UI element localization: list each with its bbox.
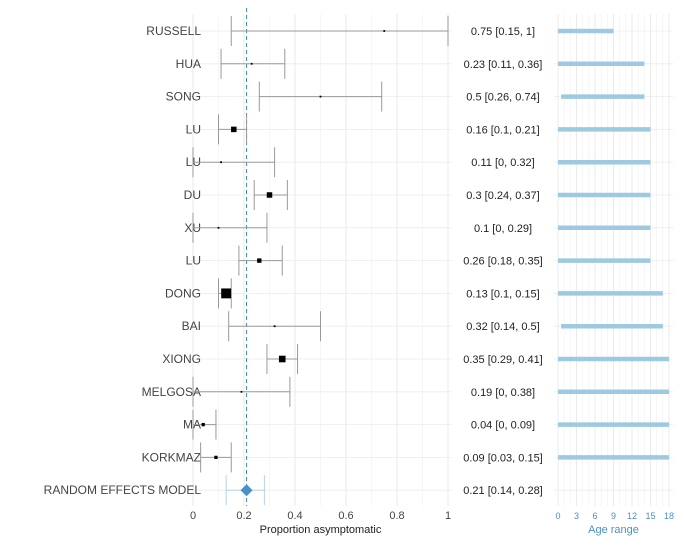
study-name-label: KORKMAZ: [142, 450, 201, 464]
study-name-label: MA: [183, 418, 201, 432]
age-axis-ticks: 0 3 6 9 12 15 18: [555, 511, 674, 521]
point-estimate: [278, 355, 286, 363]
estimate-ci-label: 0.13 [0.1, 0.15]: [466, 288, 539, 300]
estimate-ci-label: 0.5 [0.26, 0.74]: [466, 92, 539, 104]
x-tick-label: 0: [190, 510, 196, 522]
point-estimate: [217, 226, 220, 229]
point-estimate: [383, 30, 386, 32]
study-name-label: SONG: [166, 90, 201, 104]
study-row: LU 0.16 [0.1, 0.21]: [186, 114, 651, 145]
age-axis-title: Age range: [588, 524, 639, 536]
point-estimate: [266, 192, 273, 198]
age-tick-label: 0: [555, 511, 560, 521]
study-row: MELGOSA 0.19 [0, 0.38]: [142, 376, 669, 407]
study-name-label: XIONG: [162, 352, 201, 366]
study-name-label: LU: [186, 254, 201, 268]
study-row: LU0.11 [0, 0.32]: [186, 147, 651, 178]
summary-diamond: [240, 484, 253, 497]
x-tick-label: 0.6: [338, 510, 353, 522]
estimate-ci-label: 0.16 [0.1, 0.21]: [466, 124, 539, 136]
study-rows: RUSSELL 0.75 [0.15, 1] HUA 0.23 [0.11, 0.36…: [142, 16, 669, 473]
point-estimate: [250, 62, 253, 65]
study-row: LU 0.26 [0.18, 0.35]: [186, 245, 651, 276]
estimate-ci-label: 0.35 [0.29, 0.41]: [463, 354, 543, 366]
point-estimate: [220, 161, 222, 164]
estimate-ci-label: 0.19 [0, 0.38]: [471, 387, 535, 399]
point-estimate: [319, 95, 322, 98]
x-tick-label: 1: [445, 510, 451, 522]
study-name-label: RUSSELL: [146, 24, 201, 38]
estimate-ci-label: 0.75 [0.15, 1]: [471, 26, 535, 38]
study-name-label: BAI: [182, 319, 201, 333]
estimate-ci-label: 0.09 [0.03, 0.15]: [463, 452, 543, 464]
study-row: DONG 0.13 [0.1, 0.15]: [165, 278, 663, 309]
x-tick-label: 0.8: [389, 510, 404, 522]
estimate-ci-label: 0.26 [0.18, 0.35]: [463, 256, 543, 268]
study-name-label: MELGOSA: [142, 385, 201, 399]
x-tick-label: 0.4: [287, 510, 302, 522]
estimate-ci-label: 0.1 [0, 0.29]: [474, 223, 532, 235]
age-tick-label: 3: [574, 511, 579, 521]
age-tick-label: 9: [611, 511, 616, 521]
study-row: BAI 0.32 [0.14, 0.5]: [182, 311, 663, 342]
study-name-label: LU: [186, 122, 201, 136]
study-row: KORKMAZ 0.09 [0.03, 0.15]: [142, 442, 669, 473]
study-row: XIONG 0.35 [0.29, 0.41]: [162, 344, 669, 374]
summary-estimate-label: 0.21 [0.14, 0.28]: [463, 485, 543, 497]
study-row: HUA 0.23 [0.11, 0.36]: [176, 48, 645, 79]
x-axis-ticks: 0 0.2 0.4 0.6 0.8 1: [190, 510, 451, 522]
point-estimate: [221, 288, 232, 299]
age-tick-label: 15: [645, 511, 655, 521]
age-tick-label: 18: [664, 511, 674, 521]
study-row: XU0.1 [0, 0.29]: [184, 212, 651, 243]
gridlines: [189, 14, 452, 506]
age-tick-label: 12: [627, 511, 637, 521]
x-axis-title: Proportion asymptomatic: [260, 524, 382, 536]
study-name-label: DONG: [165, 286, 201, 300]
x-tick-label: 0.2: [236, 510, 251, 522]
point-estimate: [273, 325, 276, 328]
summary-name-label: RANDOM EFFECTS MODEL: [44, 483, 202, 497]
study-row: MA 0.04 [0, 0.09]: [183, 409, 669, 440]
point-estimate: [201, 422, 205, 427]
point-estimate: [240, 390, 243, 393]
study-row: RUSSELL 0.75 [0.15, 1]: [146, 16, 614, 46]
estimate-ci-label: 0.04 [0, 0.09]: [471, 420, 535, 432]
estimate-ci-label: 0.32 [0.14, 0.5]: [466, 321, 539, 333]
study-name-label: HUA: [176, 57, 201, 71]
estimate-ci-label: 0.11 [0, 0.32]: [471, 157, 534, 169]
point-estimate: [231, 126, 237, 133]
point-estimate: [214, 455, 218, 460]
age-tick-label: 6: [592, 511, 597, 521]
study-row: SONG 0.5 [0.26, 0.74]: [166, 81, 645, 112]
study-name-label: DU: [184, 188, 201, 202]
estimate-ci-label: 0.23 [0.11, 0.36]: [464, 59, 543, 71]
study-row: DU 0.3 [0.24, 0.37]: [184, 180, 651, 210]
summary-row: RANDOM EFFECTS MODEL 0.21 [0.14, 0.28]: [44, 475, 543, 506]
estimate-ci-label: 0.3 [0.24, 0.37]: [466, 190, 539, 202]
point-estimate: [257, 258, 262, 263]
